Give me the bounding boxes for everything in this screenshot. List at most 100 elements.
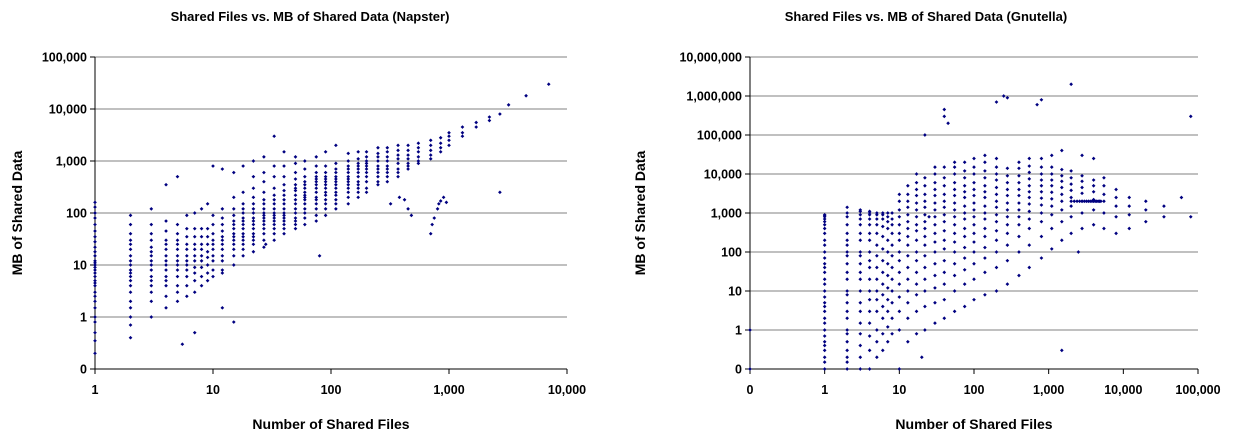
- gnutella-data-point: [885, 273, 890, 278]
- napster-data-point: [231, 222, 236, 227]
- gnutella-data-point: [858, 331, 863, 336]
- gnutella-data-point: [875, 328, 879, 332]
- napster-data-point: [385, 167, 390, 171]
- napster-data-point: [323, 207, 328, 211]
- napster-data-point: [192, 259, 197, 263]
- gnutella-data-point: [845, 250, 849, 254]
- gnutella-data-point: [1005, 180, 1010, 185]
- gnutella-data-point: [1069, 204, 1073, 208]
- napster-data-point: [128, 323, 133, 327]
- napster-data-point: [164, 283, 168, 288]
- gnutella-data-point: [994, 199, 999, 204]
- napster-data-point: [396, 157, 400, 161]
- gnutella-data-point: [914, 214, 919, 219]
- napster-data-point: [282, 193, 286, 198]
- napster-data-point: [314, 219, 319, 223]
- gnutella-data-point: [890, 277, 894, 282]
- napster-data-point: [205, 249, 210, 254]
- napster-data-point: [128, 247, 133, 252]
- gnutella-data-point: [952, 309, 957, 314]
- napster-data-point: [346, 182, 351, 187]
- napster-data-point: [282, 182, 286, 187]
- gnutella-data-point: [962, 282, 967, 286]
- gnutella-data-point: [923, 277, 927, 282]
- chart-napster: Shared Files vs. MB of Shared Data (Naps…: [0, 0, 617, 436]
- napster-data-point: [416, 161, 421, 166]
- napster-data-point: [376, 179, 380, 184]
- napster-data-point: [436, 202, 441, 206]
- gnutella-data-point: [880, 282, 885, 286]
- napster-data-point: [192, 226, 197, 231]
- napster-data-point: [231, 207, 236, 211]
- napster-data-point: [314, 170, 319, 175]
- napster-data-point: [334, 186, 338, 191]
- napster-data-point: [282, 150, 286, 154]
- napster-data-point: [385, 150, 390, 154]
- gnutella-data-point: [875, 355, 879, 360]
- napster-data-point: [460, 125, 465, 129]
- gnutella-data-point: [1080, 153, 1084, 158]
- gnutella-data-point: [1049, 204, 1054, 208]
- gnutella-data-point: [983, 217, 987, 221]
- napster-data-point: [397, 195, 402, 200]
- gnutella-data-point: [875, 217, 879, 221]
- gnutella-data-point: [972, 261, 976, 266]
- napster-data-point: [323, 150, 328, 154]
- gnutella-data-point: [1188, 214, 1193, 219]
- napster-data-point: [241, 219, 245, 223]
- napster-data-point: [262, 213, 266, 218]
- napster-data-point: [364, 164, 369, 168]
- napster-data-point: [376, 174, 380, 179]
- gnutella-data-point: [994, 192, 999, 197]
- gnutella-data-point: [1005, 208, 1010, 212]
- napster-data-point: [164, 254, 168, 258]
- napster-data-point: [175, 290, 180, 295]
- gnutella-data-point: [972, 240, 976, 244]
- gnutella-data-point: [962, 189, 967, 194]
- gnutella-data-point: [1027, 189, 1032, 194]
- gnutella-data-point: [1017, 166, 1021, 171]
- napster-data-point: [346, 151, 351, 156]
- gnutella-data-point: [858, 289, 863, 293]
- napster-data-point: [302, 216, 307, 220]
- napster-data-point: [524, 93, 528, 98]
- gnutella-data-point: [952, 250, 957, 254]
- gnutella-data-point: [875, 231, 879, 236]
- gnutella-data-point: [1017, 180, 1021, 185]
- napster-data-point: [438, 135, 443, 140]
- napster-data-point: [376, 167, 380, 171]
- gnutella-data-point: [923, 175, 927, 180]
- napster-x-tick-label: 100: [321, 383, 342, 397]
- napster-data-point: [211, 259, 215, 263]
- napster-data-point: [282, 202, 286, 206]
- napster-data-point: [231, 242, 236, 247]
- gnutella-data-point: [942, 316, 947, 321]
- napster-data-point: [175, 222, 180, 227]
- gnutella-data-point: [933, 273, 937, 278]
- gnutella-data-point: [952, 187, 957, 192]
- napster-data-point: [192, 278, 197, 283]
- napster-data-point: [149, 249, 154, 254]
- napster-data-point: [314, 202, 319, 206]
- napster-data-point: [302, 222, 307, 227]
- napster-data-point: [293, 193, 298, 198]
- gnutella-data-point: [1059, 179, 1064, 184]
- gnutella-data-point: [875, 309, 879, 314]
- napster-data-point: [334, 177, 338, 181]
- gnutella-data-point: [994, 265, 999, 270]
- gnutella-data-point: [822, 243, 827, 247]
- napster-data-point: [220, 242, 225, 247]
- gnutella-data-point: [933, 240, 937, 244]
- gnutella-data-point: [1059, 192, 1064, 197]
- napster-data-point: [334, 179, 338, 184]
- napster-data-point: [93, 281, 97, 285]
- napster-data-point: [192, 330, 197, 335]
- napster-data-point: [282, 164, 286, 168]
- napster-data-point: [385, 155, 390, 159]
- gnutella-data-point: [845, 238, 849, 243]
- gnutella-data-point: [1027, 202, 1032, 206]
- gnutella-data-point: [897, 222, 902, 227]
- gnutella-data-point: [867, 297, 872, 302]
- gnutella-data-point: [845, 309, 849, 314]
- gnutella-data-point: [983, 234, 987, 239]
